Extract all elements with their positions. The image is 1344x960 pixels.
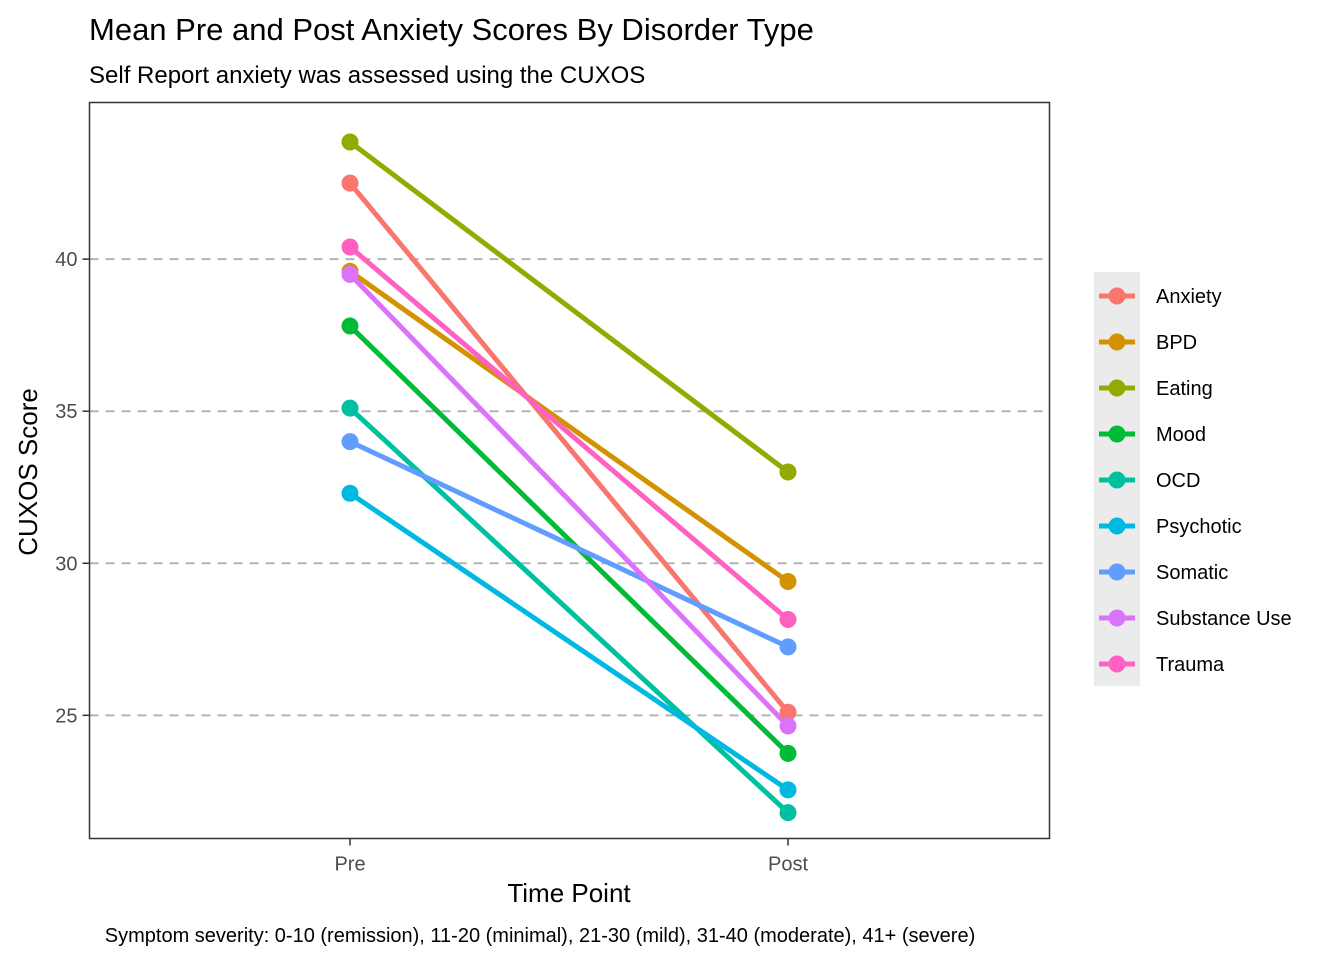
plot-area (88, 101, 1051, 840)
series-line-trauma (348, 245, 790, 622)
chart-caption: Symptom severity: 0-10 (remission), 11-2… (105, 925, 975, 947)
series-line-psychotic (348, 491, 790, 792)
x-tick-label: Post (768, 854, 808, 876)
x-axis-title: Time Point (507, 878, 631, 908)
legend-key-point-trauma (1108, 655, 1126, 673)
data-point-psychotic (779, 781, 797, 799)
legend: Anxiety BPD Eating Mood OCD Psychotic Somatic S… (1094, 272, 1292, 686)
series-lines (341, 133, 797, 822)
series-line-anxiety (348, 181, 790, 714)
x-axis: Pre Post (334, 838, 808, 876)
plot-panel (89, 102, 1050, 839)
legend-key-point-bpd (1108, 333, 1126, 351)
x-tick-label: Pre (334, 854, 365, 876)
data-point-mood (779, 744, 797, 762)
data-point-eating (341, 133, 359, 151)
data-point-trauma (779, 611, 797, 629)
legend-label-anxiety: Anxiety (1156, 286, 1222, 308)
legend-label-trauma: Trauma (1156, 654, 1225, 676)
legend-key-point-psychotic (1108, 517, 1126, 535)
legend-label-psychotic: Psychotic (1156, 516, 1242, 538)
data-point-ocd (779, 804, 797, 822)
y-tick-label: 25 (55, 705, 77, 727)
data-point-mood (341, 317, 359, 335)
series-line-eating (348, 140, 790, 475)
legend-key-point-eating (1108, 379, 1126, 397)
data-point-substance-use (341, 265, 359, 283)
legend-key-point-anxiety (1108, 287, 1126, 305)
legend-label-eating: Eating (1156, 378, 1213, 400)
series-line-somatic (348, 439, 790, 650)
series-line-mood (348, 324, 790, 756)
data-point-substance-use (779, 717, 797, 735)
data-point-psychotic (341, 484, 359, 502)
data-point-eating (779, 463, 797, 481)
data-point-somatic (341, 433, 359, 451)
legend-label-substance-use: Substance Use (1156, 608, 1292, 630)
plot-border (88, 101, 1051, 840)
legend-label-somatic: Somatic (1156, 562, 1228, 584)
data-point-anxiety (779, 703, 797, 721)
legend-label-mood: Mood (1156, 424, 1206, 446)
legend-label-bpd: BPD (1156, 332, 1197, 354)
y-tick-label: 40 (55, 249, 77, 271)
y-gridlines (89, 258, 1050, 717)
data-point-ocd (341, 399, 359, 417)
legend-key-point-substance-use (1108, 609, 1126, 627)
series-line-bpd (348, 269, 790, 584)
legend-key-point-ocd (1108, 471, 1126, 489)
chart-subtitle: Self Report anxiety was assessed using t… (89, 62, 645, 89)
series-line-substance-use (348, 272, 790, 728)
data-point-bpd (779, 573, 797, 591)
data-point-trauma (341, 238, 359, 256)
data-point-anxiety (341, 174, 359, 192)
y-axis: 25 30 35 40 (55, 249, 90, 727)
chart-title: Mean Pre and Post Anxiety Scores By Diso… (89, 12, 814, 47)
legend-items: Anxiety BPD Eating Mood OCD Psychotic Somatic S… (1099, 286, 1292, 676)
legend-key-point-mood (1108, 425, 1126, 443)
y-tick-label: 35 (55, 401, 77, 423)
legend-label-ocd: OCD (1156, 470, 1200, 492)
data-point-somatic (779, 638, 797, 656)
y-axis-title: CUXOS Score (13, 388, 43, 556)
y-tick-label: 30 (55, 553, 77, 575)
legend-key-point-somatic (1108, 563, 1126, 581)
